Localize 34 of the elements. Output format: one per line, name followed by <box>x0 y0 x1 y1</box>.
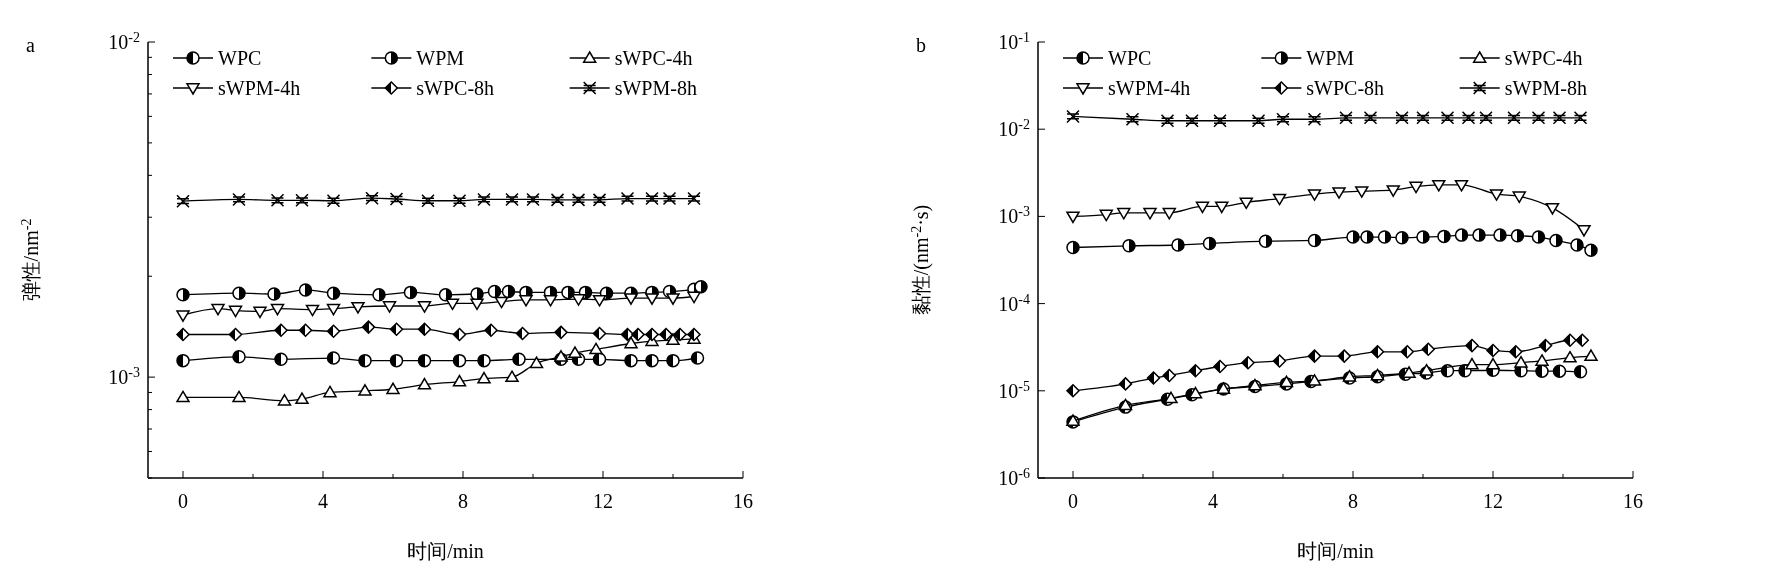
x-tick-label: 12 <box>1483 490 1503 512</box>
legend-label: sWPC-8h <box>1306 77 1385 99</box>
legend-label: sWPM-4h <box>218 77 301 99</box>
x-tick-label: 16 <box>733 490 753 512</box>
x-tick-label: 0 <box>1068 490 1078 512</box>
legend-label: sWPM-8h <box>614 77 697 99</box>
y-tick-label: 10$^{-2}$ <box>108 29 140 53</box>
y-tick-label: 10$^{-5}$ <box>998 378 1030 402</box>
chart-title: b <box>916 34 926 56</box>
x-axis-title: 时间/min <box>407 540 484 562</box>
y-tick-label: 10$^{-4}$ <box>998 291 1030 315</box>
y-tick-label: 10$^{-6}$ <box>998 465 1030 489</box>
legend-label: sWPC-4h <box>1504 47 1583 69</box>
x-tick-label: 4 <box>1208 490 1218 512</box>
legend-label: sWPM-8h <box>1504 77 1587 99</box>
legend-label: sWPM-4h <box>1108 77 1191 99</box>
y-tick-label: 10$^{-3}$ <box>108 364 140 389</box>
legend-label: WPM <box>1306 47 1355 69</box>
x-tick-label: 12 <box>593 490 613 512</box>
legend-label: sWPC-8h <box>416 77 495 99</box>
x-axis-title: 时间/min <box>1297 540 1374 562</box>
legend-label: WPC <box>1108 47 1152 69</box>
x-tick-label: 8 <box>1348 490 1358 512</box>
legend-label: WPM <box>416 47 465 69</box>
y-tick-label: 10$^{-2}$ <box>998 116 1030 141</box>
x-tick-label: 8 <box>458 490 468 512</box>
x-tick-label: 0 <box>178 490 188 512</box>
chart-title: a <box>26 34 35 56</box>
x-tick-label: 16 <box>1623 490 1643 512</box>
x-tick-label: 4 <box>318 490 328 512</box>
legend-label: sWPC-4h <box>614 47 693 69</box>
legend-label: WPC <box>218 47 262 69</box>
y-tick-label: 10$^{-1}$ <box>998 29 1030 53</box>
y-tick-label: 10$^{-3}$ <box>998 203 1030 228</box>
